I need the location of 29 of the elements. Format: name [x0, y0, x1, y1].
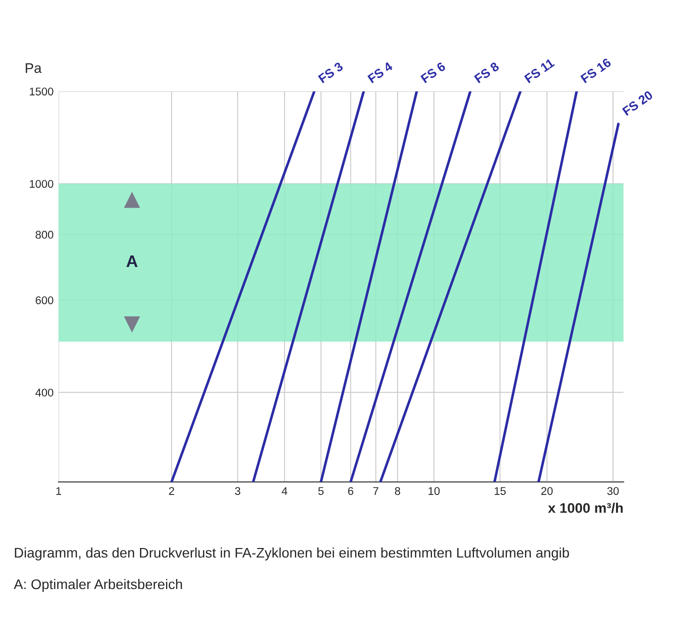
- text: A: Optimaler Arbeitsbereich: [14, 578, 182, 592]
- text: FS 16: [580, 58, 612, 84]
- x-tick-label: 4: [282, 487, 288, 495]
- x-tick-label: 30: [607, 487, 619, 495]
- x-tick-label: 7: [373, 487, 378, 495]
- text: FS 20: [622, 90, 654, 116]
- text: FS 4: [367, 61, 394, 84]
- x-tick-label: 1: [56, 487, 62, 495]
- y-tick-label: 600: [36, 296, 54, 304]
- y-tick-label: 1000: [30, 180, 54, 188]
- x-tick-label: 20: [541, 487, 553, 495]
- text: Diagramm, das den Druckverlust in FA-Zyklonen bei einem bestimmten Luftvolumen angib: [14, 547, 570, 560]
- y-tick-label: 1500: [30, 88, 54, 96]
- y-axis-title: Pa: [26, 63, 42, 73]
- y-tick-label: 800: [36, 230, 54, 239]
- text: FS 3: [318, 62, 344, 84]
- x-tick-label: 2: [169, 487, 174, 495]
- text: FS 6: [420, 62, 446, 84]
- band-label: A: [126, 255, 138, 267]
- x-tick-label: 3: [234, 487, 240, 495]
- x-tick-label: 8: [394, 487, 400, 495]
- x-tick-label: 6: [348, 487, 354, 495]
- text: FS 8: [474, 62, 500, 84]
- text: FS 11: [524, 58, 555, 84]
- y-tick-label: 400: [35, 388, 54, 397]
- x-tick-label: 15: [494, 487, 506, 495]
- x-tick-label: 5: [318, 487, 324, 495]
- x-axis-title: x 1000 m³/h: [548, 502, 623, 514]
- x-tick-label: 10: [428, 487, 440, 495]
